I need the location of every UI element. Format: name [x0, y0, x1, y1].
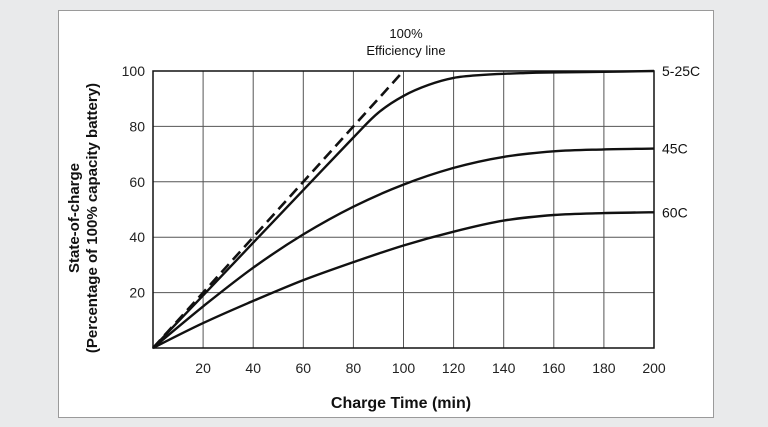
y-axis-label-line-2: (Percentage of 100% capacity battery) — [84, 83, 101, 353]
series-line-60C — [152, 211, 655, 350]
y-axis-label-line-1: State-of-charge — [66, 163, 83, 273]
x-tick-label: 160 — [542, 360, 566, 376]
annotation-line-2: Efficiency line — [366, 43, 445, 58]
series-label-60C: 60C — [662, 204, 688, 220]
x-tick-label: 80 — [346, 360, 362, 376]
y-tick-label: 80 — [129, 118, 145, 134]
plot-border — [152, 70, 655, 349]
series-label-45C: 45C — [662, 141, 688, 157]
x-tick-label: 120 — [442, 360, 466, 376]
series-lines — [152, 69, 655, 350]
x-tick-label: 180 — [592, 360, 616, 376]
x-tick-labels: 20 40 60 80 100 120 140 160 180 200 — [195, 360, 666, 376]
x-tick-label: 140 — [492, 360, 516, 376]
x-axis-label: Charge Time (min) — [331, 395, 471, 412]
series-line-45C — [152, 147, 655, 349]
series-line-5-25C — [152, 69, 655, 349]
x-tick-label: 40 — [245, 360, 261, 376]
series-label-5-25C: 5-25C — [662, 63, 700, 79]
efficiency-line — [152, 70, 405, 349]
series-labels: 5-25C 45C 60C — [662, 63, 700, 220]
x-tick-label: 100 — [392, 360, 416, 376]
x-tick-label: 20 — [195, 360, 211, 376]
grid — [153, 70, 655, 348]
x-tick-label: 200 — [642, 360, 666, 376]
y-tick-label: 60 — [129, 174, 145, 190]
y-tick-label: 100 — [122, 63, 146, 79]
x-tick-label: 60 — [296, 360, 312, 376]
y-axis-label: State-of-charge (Percentage of 100% capa… — [66, 83, 101, 353]
y-tick-labels: 20 40 60 80 100 — [122, 63, 146, 301]
annotation-line-1: 100% — [389, 26, 423, 41]
y-tick-label: 20 — [129, 285, 145, 301]
chart: 20 40 60 80 100 20 40 60 80 100 120 140 160 180 200 5… — [66, 26, 700, 412]
y-tick-label: 40 — [129, 229, 145, 245]
chart-frame: 20 40 60 80 100 20 40 60 80 100 120 140 160 180 200 5… — [58, 10, 714, 418]
